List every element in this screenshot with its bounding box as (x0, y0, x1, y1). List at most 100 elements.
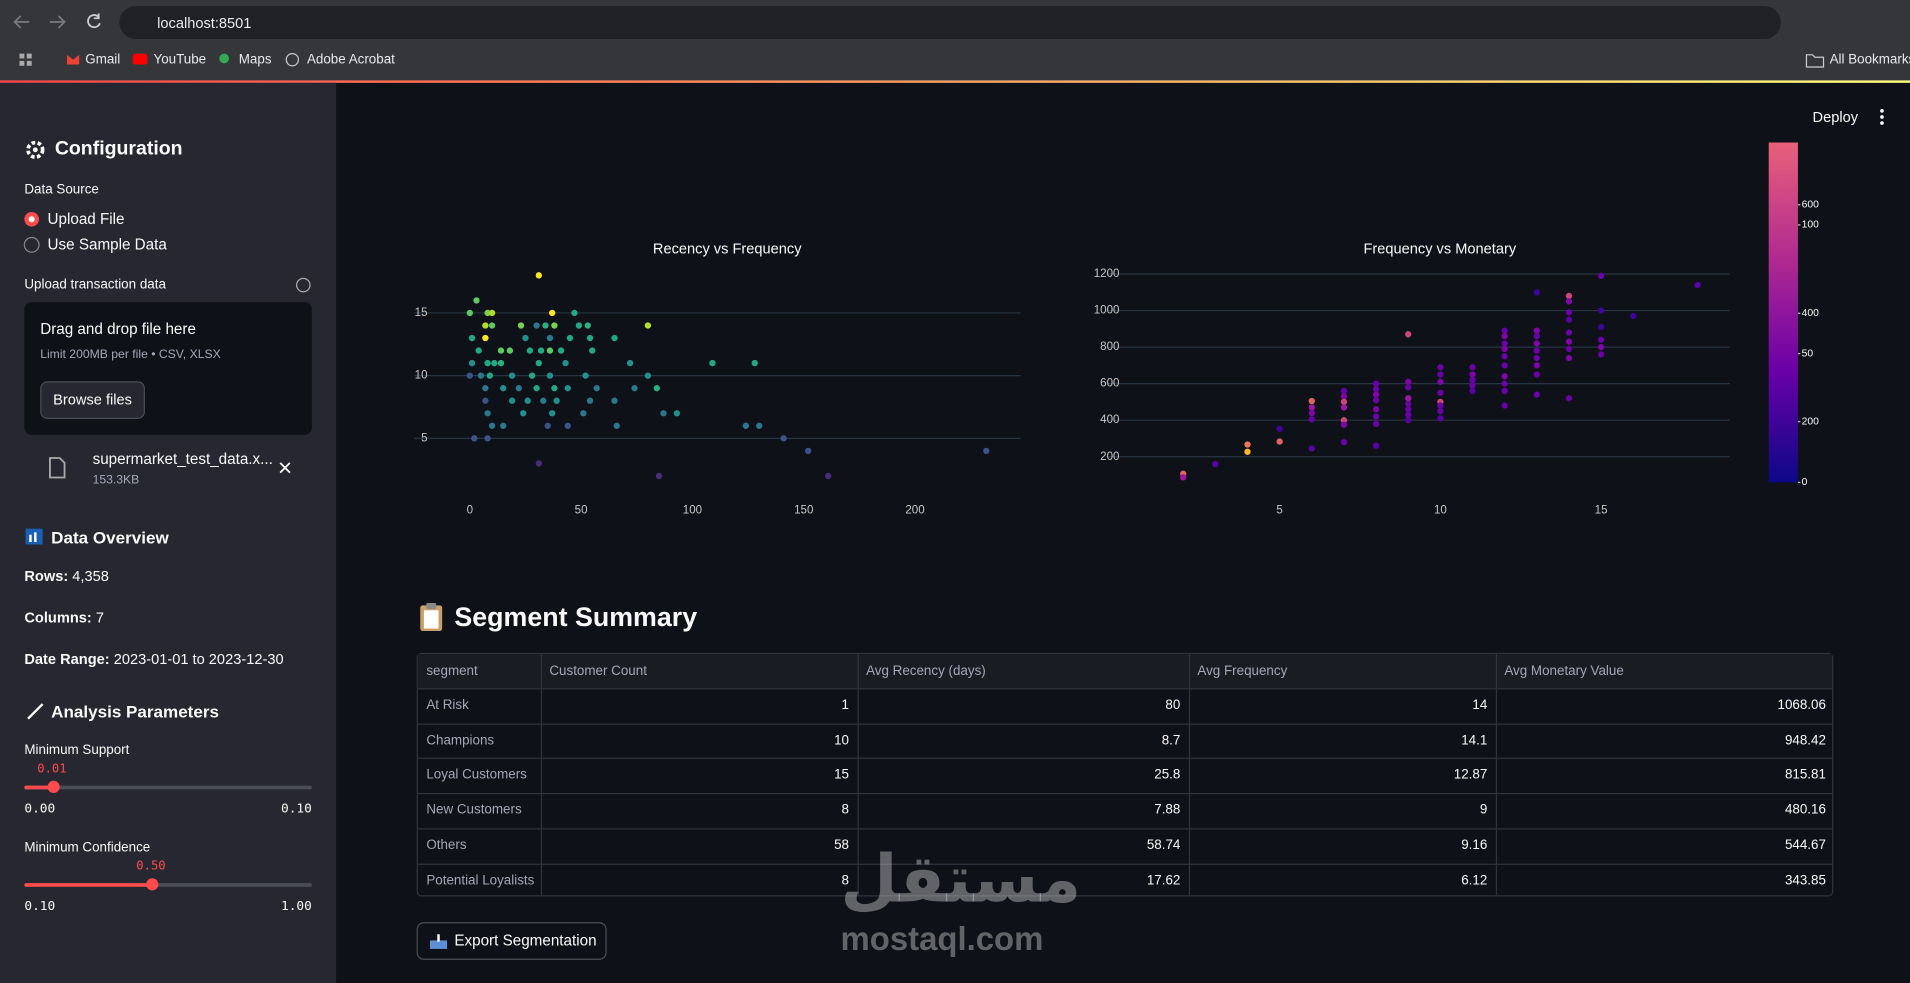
column-header: Avg Frequency (1197, 663, 1288, 679)
point (1565, 309, 1573, 316)
table-cell: 58.74 (1146, 837, 1181, 853)
point (593, 385, 600, 392)
point (1437, 407, 1444, 415)
point (1308, 409, 1315, 417)
point (1405, 395, 1412, 402)
summary-table: segment Customer Count Avg Recency (days) A… (416, 652, 1834, 897)
dropzone-limit: Limit 200MB per file • CSV, XLSX (40, 348, 221, 362)
row-border (417, 688, 1833, 690)
table-cell: 7.88 (1154, 802, 1181, 818)
radio-option[interactable]: Upload File (47, 210, 125, 228)
row-label: At Risk (426, 697, 469, 713)
column-header: Avg Monetary Value (1504, 663, 1624, 679)
point (1308, 416, 1315, 423)
export-button[interactable] (416, 922, 607, 960)
radio-option[interactable]: Use Sample Data (47, 236, 167, 254)
point (542, 322, 549, 329)
point (533, 322, 540, 329)
menu-icon[interactable] (1876, 107, 1888, 126)
point (482, 334, 489, 342)
point (500, 385, 507, 392)
point (653, 385, 660, 392)
table-cell: 80 (1165, 697, 1181, 713)
label: Upload transaction data (24, 277, 166, 293)
section-title: Data Overview (51, 527, 169, 547)
point (526, 347, 534, 354)
point (580, 410, 587, 417)
point (611, 397, 618, 404)
point (546, 347, 554, 354)
y-tick-label: 800 (1100, 341, 1119, 353)
point (468, 334, 476, 342)
bookmark[interactable]: Gmail (85, 52, 121, 67)
point (1276, 438, 1283, 445)
point (497, 347, 505, 354)
slider-thumb[interactable] (47, 780, 60, 793)
table-cell: 8.7 (1161, 732, 1181, 748)
point (520, 410, 527, 417)
point (508, 372, 516, 379)
point (1180, 474, 1187, 481)
overview-value: 7 (95, 609, 104, 627)
address-bar[interactable] (119, 6, 1781, 39)
x-tick-label: 50 (575, 504, 588, 516)
point (709, 359, 716, 367)
overview-item: Date Range: 2023-01-01 to 2023-12-30 (24, 650, 283, 667)
slider-min: 0.00 (24, 801, 56, 817)
point (1405, 400, 1412, 407)
table-cell: 1 (841, 697, 850, 713)
table-cell: 12.87 (1453, 767, 1488, 783)
point (515, 385, 522, 392)
overview-item: Rows: 4,358 (24, 568, 109, 585)
point (551, 322, 558, 329)
table-cell: 10 (834, 732, 850, 748)
point (1437, 415, 1444, 422)
colorbar-tick-label: 100 (1802, 220, 1820, 231)
point (571, 309, 578, 317)
point (1372, 442, 1380, 449)
row-border (417, 828, 1833, 830)
browse-button[interactable]: Browse files (40, 381, 145, 420)
colorbar-tick-label: 0 (1802, 477, 1808, 488)
overview-label: Columns: (24, 609, 92, 627)
point (1308, 445, 1315, 452)
table-cell: 17.62 (1146, 872, 1181, 888)
row-label: Loyal Customers (426, 767, 527, 783)
table-cell: 9 (1479, 802, 1488, 818)
point (825, 472, 832, 480)
point (1501, 345, 1508, 353)
bookmark[interactable]: Maps (238, 52, 272, 67)
slider-label: Minimum Support (24, 743, 130, 758)
point (1501, 327, 1508, 334)
point (1565, 354, 1573, 362)
point (1244, 448, 1251, 455)
all-bookmarks[interactable]: All Bookmarks (1829, 52, 1910, 67)
header-decoration (0, 80, 1910, 83)
row-border (417, 793, 1833, 795)
point (1372, 385, 1380, 393)
point (477, 372, 485, 379)
slider-thumb[interactable] (146, 878, 159, 891)
nav-buttons[interactable] (0, 0, 122, 44)
deploy-button[interactable]: Deploy (1812, 108, 1859, 126)
point (482, 397, 489, 404)
point (1694, 281, 1701, 289)
bookmark[interactable]: Adobe Acrobat (306, 52, 395, 67)
table-cell: 15 (834, 767, 850, 783)
column-border (1188, 654, 1191, 896)
point (549, 309, 556, 317)
point (1340, 417, 1348, 424)
point (1308, 404, 1315, 411)
point (1533, 347, 1540, 354)
point (1372, 380, 1380, 387)
slider-value: 0.01 (37, 762, 67, 776)
column-header: Avg Recency (days) (866, 663, 986, 679)
point (1437, 402, 1444, 409)
point (1533, 391, 1540, 398)
slider-fill (24, 785, 54, 790)
chart-title: Recency vs Frequency (653, 242, 802, 258)
point (1340, 387, 1348, 395)
bookmark[interactable]: YouTube (153, 52, 207, 67)
point (582, 372, 589, 379)
